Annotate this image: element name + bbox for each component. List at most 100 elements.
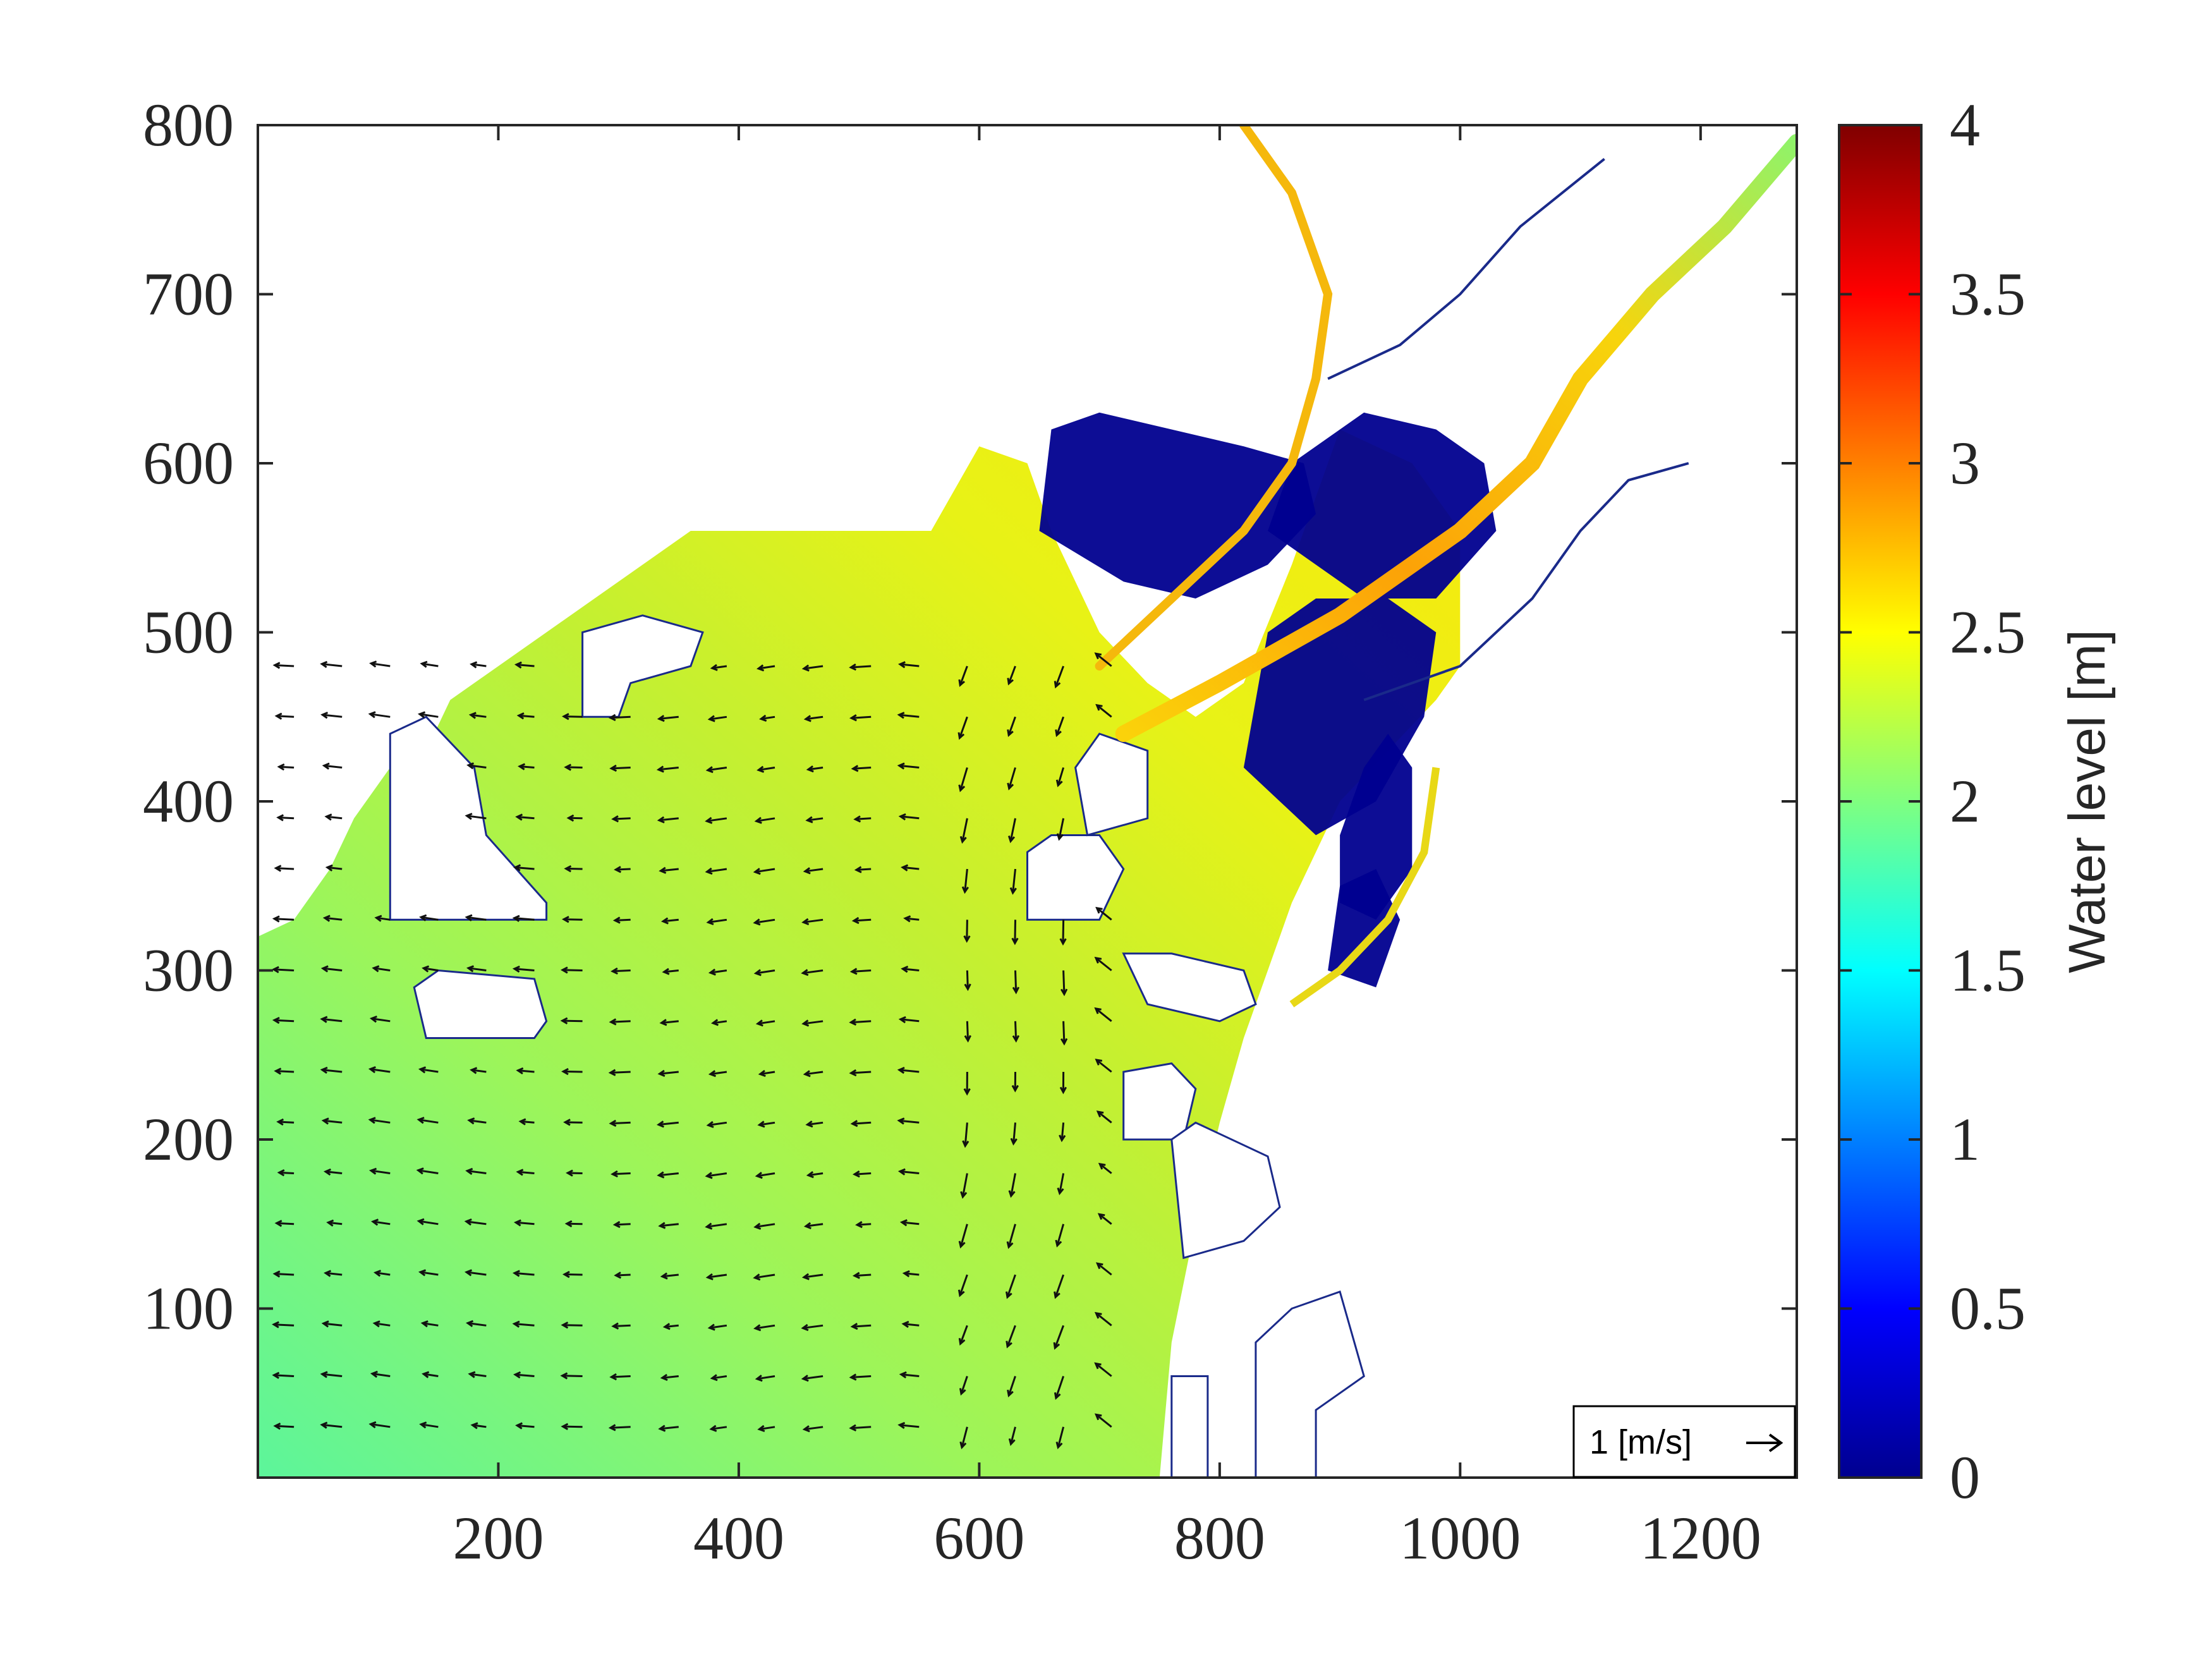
velocity-arrowhead bbox=[320, 1371, 328, 1378]
velocity-arrowhead bbox=[1060, 988, 1068, 997]
velocity-arrow bbox=[961, 1173, 968, 1198]
velocity-arrow bbox=[515, 1221, 535, 1225]
velocity-arrow bbox=[805, 1071, 823, 1076]
velocity-arrowhead bbox=[657, 1069, 665, 1077]
velocity-arrow bbox=[466, 1220, 487, 1225]
velocity-arrow bbox=[854, 1273, 872, 1277]
velocity-arrowhead bbox=[273, 1423, 281, 1430]
velocity-arrow bbox=[805, 715, 823, 720]
velocity-arrow bbox=[322, 714, 343, 718]
velocity-arrow bbox=[1006, 1274, 1016, 1297]
velocity-arrow bbox=[421, 1423, 439, 1428]
main-river bbox=[1115, 133, 1797, 742]
velocity-arrowhead bbox=[1095, 1059, 1103, 1066]
velocity-arrow bbox=[659, 1172, 679, 1177]
velocity-arrow bbox=[1062, 920, 1065, 944]
velocity-arrowhead bbox=[612, 916, 621, 924]
velocity-arrow bbox=[611, 767, 631, 770]
velocity-arrow bbox=[964, 868, 968, 892]
velocity-arrow bbox=[1010, 1426, 1016, 1445]
velocity-arrow bbox=[1009, 818, 1016, 842]
velocity-arrow bbox=[707, 868, 727, 873]
velocity-arrowhead bbox=[1094, 652, 1102, 660]
velocity-arrow bbox=[563, 1070, 583, 1073]
velocity-arrow bbox=[468, 967, 487, 971]
velocity-arrow bbox=[755, 868, 775, 873]
velocity-arrow bbox=[420, 1068, 439, 1073]
velocity-arrowhead bbox=[964, 1035, 971, 1043]
velocity-arrow bbox=[852, 1324, 872, 1328]
velocity-arrowhead bbox=[320, 1421, 328, 1429]
velocity-arrow bbox=[471, 1069, 487, 1073]
velocity-arrow bbox=[1055, 1376, 1065, 1399]
harbor-canal bbox=[1289, 767, 1440, 1007]
velocity-arrow bbox=[518, 714, 535, 718]
velocity-arrowhead bbox=[465, 914, 473, 921]
velocity-arrow bbox=[1095, 1363, 1112, 1377]
velocity-arrowhead bbox=[1012, 1035, 1020, 1043]
velocity-arrow bbox=[1096, 704, 1112, 718]
velocity-arrowhead bbox=[609, 1119, 617, 1127]
velocity-arrowhead bbox=[609, 1373, 617, 1381]
velocity-arrowhead bbox=[560, 1017, 568, 1024]
velocity-arrow bbox=[851, 1020, 872, 1024]
velocity-arrow bbox=[959, 767, 968, 791]
velocity-arrowhead bbox=[963, 1088, 971, 1096]
velocity-arrow bbox=[805, 868, 823, 873]
velocity-arrowhead bbox=[958, 1241, 966, 1249]
velocity-arrowhead bbox=[1008, 1438, 1016, 1446]
velocity-arrowhead bbox=[1053, 1342, 1060, 1350]
velocity-arrowhead bbox=[901, 966, 909, 973]
velocity-arrowhead bbox=[512, 915, 520, 922]
velocity-arrow bbox=[959, 1224, 968, 1247]
velocity-arrow bbox=[900, 1018, 920, 1023]
velocity-arrow bbox=[466, 1271, 487, 1276]
y-tick-label: 600 bbox=[143, 429, 234, 497]
velocity-arrowhead bbox=[370, 1370, 378, 1378]
velocity-arrowhead bbox=[465, 1320, 474, 1327]
velocity-arrow bbox=[370, 713, 391, 718]
velocity-arrow bbox=[959, 1325, 968, 1344]
velocity-arrow bbox=[851, 1426, 872, 1430]
velocity-arrow bbox=[803, 1273, 823, 1279]
velocity-arrowhead bbox=[803, 867, 811, 875]
velocity-arrowhead bbox=[1007, 836, 1016, 844]
velocity-arrowhead bbox=[374, 1270, 382, 1277]
river-channels bbox=[1095, 125, 1797, 1007]
velocity-arrowhead bbox=[898, 661, 906, 669]
velocity-arrowhead bbox=[518, 1118, 526, 1126]
y-tick-label: 400 bbox=[143, 767, 234, 835]
velocity-arrowhead bbox=[705, 1222, 713, 1230]
velocity-arrow bbox=[322, 967, 343, 971]
land-areas bbox=[389, 614, 1365, 1478]
velocity-arrowhead bbox=[706, 918, 714, 925]
velocity-arrowhead bbox=[1055, 729, 1062, 738]
velocity-arrowhead bbox=[962, 1140, 969, 1148]
velocity-arrowhead bbox=[468, 712, 477, 719]
velocity-arrow bbox=[708, 1121, 727, 1126]
velocity-arrow bbox=[758, 665, 775, 670]
velocity-arrowhead bbox=[959, 1388, 966, 1396]
velocity-arrowhead bbox=[754, 817, 762, 824]
velocity-arrow bbox=[661, 1020, 679, 1024]
velocity-arrow bbox=[758, 767, 775, 771]
velocity-arrowhead bbox=[422, 1371, 430, 1378]
velocity-arrow bbox=[1007, 665, 1016, 684]
velocity-arrow bbox=[757, 1020, 775, 1025]
velocity-arrowhead bbox=[368, 711, 376, 719]
velocity-arrowhead bbox=[1056, 833, 1064, 841]
velocity-arrowhead bbox=[417, 711, 426, 719]
velocity-arrow bbox=[803, 665, 823, 670]
velocity-arrowhead bbox=[418, 1269, 427, 1277]
velocity-arrow bbox=[664, 1324, 679, 1328]
velocity-arrowhead bbox=[274, 1067, 282, 1075]
velocity-arrow bbox=[901, 1373, 920, 1377]
velocity-arrow bbox=[1095, 1312, 1112, 1327]
velocity-arrow bbox=[807, 1121, 823, 1126]
velocity-arrowhead bbox=[706, 1121, 714, 1128]
velocity-arrowhead bbox=[512, 1320, 520, 1328]
velocity-arrow bbox=[899, 764, 920, 769]
velocity-arrow bbox=[1059, 1173, 1065, 1194]
velocity-arrowhead bbox=[324, 1270, 332, 1277]
